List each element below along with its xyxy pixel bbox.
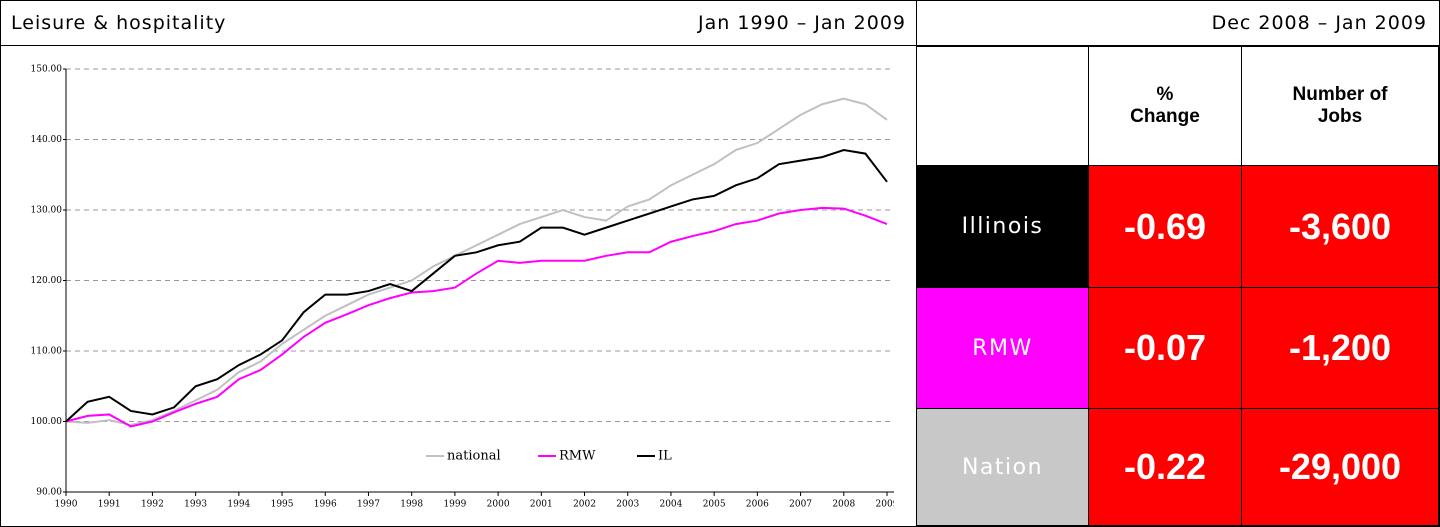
x-tick-label: 2009 bbox=[876, 500, 899, 510]
x-tick-label: 2001 bbox=[530, 500, 553, 510]
chart-subtitle: Jan 1990 – Jan 2009 bbox=[698, 12, 906, 34]
corner-cell bbox=[916, 46, 1089, 166]
column-header-text: Number of Jobs bbox=[1292, 84, 1388, 127]
table-row: RMW -0.07 -1,200 bbox=[916, 287, 1439, 409]
chart-header: Leisure & hospitality Jan 1990 – Jan 200… bbox=[1, 1, 917, 46]
row-label: Nation bbox=[916, 408, 1089, 526]
x-tick-label: 1997 bbox=[357, 500, 380, 510]
x-tick-label: 1999 bbox=[443, 500, 466, 510]
x-tick-label: 2000 bbox=[487, 500, 510, 510]
x-tick-label: 2008 bbox=[832, 500, 855, 510]
header-row: % Change Number of Jobs bbox=[916, 46, 1439, 166]
x-tick-label: 1996 bbox=[314, 500, 337, 510]
legend-label: national bbox=[447, 449, 501, 464]
x-tick-label: 2003 bbox=[616, 500, 639, 510]
jobs-cell: -29,000 bbox=[1241, 408, 1439, 526]
x-tick-label: 1992 bbox=[141, 500, 164, 510]
change-cell: -0.22 bbox=[1088, 408, 1242, 526]
y-tick-label: 120.00 bbox=[31, 276, 63, 286]
x-tick-label: 1998 bbox=[400, 500, 423, 510]
y-tick-label: 90.00 bbox=[36, 488, 62, 498]
table: % Change Number of Jobs Illinois -0.69 -3,60… bbox=[916, 46, 1439, 526]
y-tick-label: 100.00 bbox=[31, 417, 63, 427]
table-header: Dec 2008 – Jan 2009 bbox=[917, 1, 1439, 46]
x-tick-label: 1993 bbox=[184, 500, 207, 510]
x-tick-label: 1994 bbox=[227, 500, 250, 510]
column-header-text: % Change bbox=[1130, 84, 1200, 127]
legend-label: IL bbox=[658, 449, 672, 464]
column-header: % Change bbox=[1088, 46, 1242, 166]
change-cell: -0.69 bbox=[1088, 165, 1242, 288]
row-label: Illinois bbox=[916, 165, 1089, 288]
x-tick-label: 2004 bbox=[659, 500, 682, 510]
table-row: Nation -0.22 -29,000 bbox=[916, 408, 1439, 526]
series-line bbox=[65, 206, 888, 428]
row-label: RMW bbox=[916, 287, 1089, 409]
y-tick-label: 110.00 bbox=[31, 347, 63, 357]
y-tick-label: 130.00 bbox=[31, 206, 63, 216]
series-line bbox=[65, 97, 888, 427]
x-tick-label: 2007 bbox=[789, 500, 812, 510]
jobs-cell: -3,600 bbox=[1241, 165, 1439, 288]
x-tick-label: 2005 bbox=[703, 500, 726, 510]
table-row: Illinois -0.69 -3,600 bbox=[916, 165, 1439, 288]
change-cell: -0.07 bbox=[1088, 287, 1242, 409]
y-tick-label: 140.00 bbox=[31, 135, 63, 145]
x-tick-label: 1991 bbox=[98, 500, 121, 510]
chart: 90.00 100.00 110.00 120.00 130.00 140.00 150.0… bbox=[31, 65, 899, 510]
y-tick-label: 150.00 bbox=[31, 65, 63, 75]
x-tick-label: 1990 bbox=[55, 500, 78, 510]
chart-title: Leisure & hospitality bbox=[11, 12, 227, 34]
x-tick-label: 2002 bbox=[573, 500, 596, 510]
table-title: Dec 2008 – Jan 2009 bbox=[1211, 12, 1427, 34]
x-tick-label: 2006 bbox=[746, 500, 769, 510]
column-header: Number of Jobs bbox=[1241, 46, 1439, 166]
jobs-cell: -1,200 bbox=[1241, 287, 1439, 409]
x-tick-label: 1995 bbox=[271, 500, 294, 510]
series-line bbox=[65, 149, 888, 423]
legend-label: RMW bbox=[559, 449, 596, 464]
